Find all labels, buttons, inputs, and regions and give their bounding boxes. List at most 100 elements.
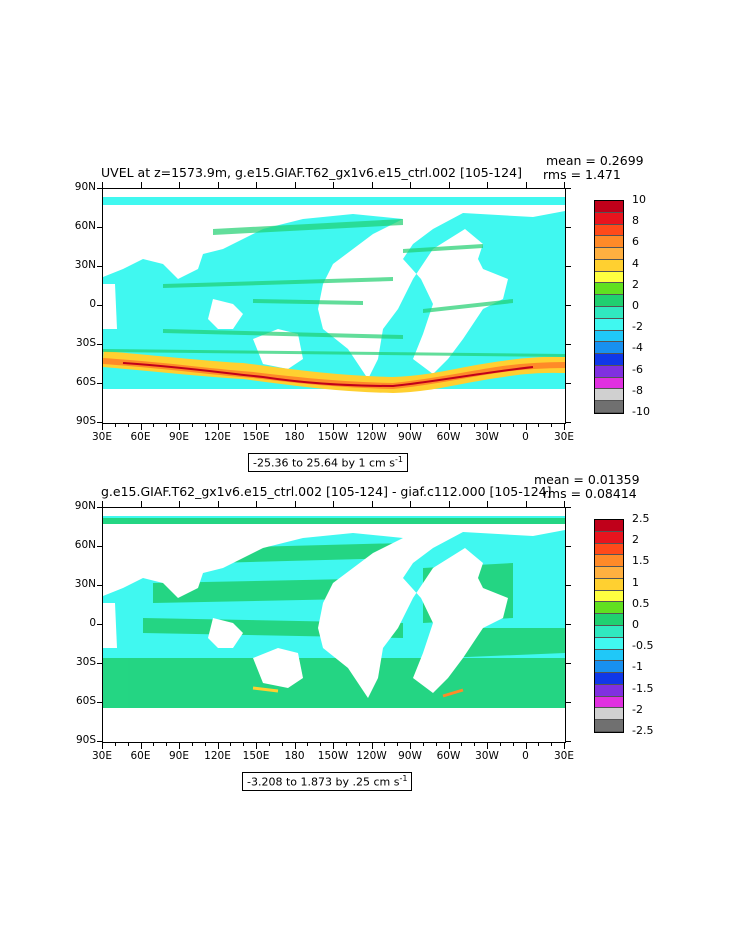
colorbar-cell <box>595 661 623 674</box>
x-minor-tick <box>345 743 347 746</box>
x-minor-tick <box>512 424 514 427</box>
y-tick-label: 90N <box>74 181 96 193</box>
y-tick <box>97 422 102 423</box>
y-tick <box>97 383 102 384</box>
colorbar-label: -1 <box>632 660 643 674</box>
y-tick <box>97 546 102 547</box>
x-minor-tick <box>114 743 116 746</box>
y-tick <box>97 741 102 742</box>
x-minor-tick <box>461 424 463 427</box>
x-tick <box>410 424 411 430</box>
x-minor-tick <box>384 743 386 746</box>
colorbar-label: 8 <box>632 214 639 228</box>
x-tick <box>371 501 373 507</box>
x-minor-tick <box>499 743 501 746</box>
x-tick <box>294 182 296 188</box>
colorbar-label: 2 <box>632 533 639 547</box>
x-tick-label: 30E <box>554 431 574 443</box>
x-minor-tick <box>461 743 463 746</box>
x-tick <box>256 743 257 749</box>
x-tick <box>294 424 296 430</box>
x-minor-tick <box>230 424 232 427</box>
x-tick <box>564 743 565 749</box>
colorbar-cell <box>595 626 623 638</box>
colorbar-label: -2.5 <box>632 724 654 737</box>
x-minor-tick <box>320 743 322 746</box>
colorbar-cell <box>595 342 623 355</box>
x-tick <box>448 501 450 507</box>
x-tick <box>102 182 103 188</box>
x-tick-label: 120W <box>356 431 387 443</box>
x-tick <box>333 501 334 507</box>
y-tick <box>97 702 102 703</box>
x-minor-tick <box>153 424 155 427</box>
colorbar-cell <box>595 271 623 284</box>
x-minor-tick <box>230 743 232 746</box>
x-tick-label: 30E <box>92 750 112 762</box>
x-tick-label: 60W <box>436 431 461 443</box>
x-minor-tick <box>268 424 270 427</box>
x-minor-tick <box>435 743 437 746</box>
range-superscript: -1 <box>394 455 403 464</box>
x-tick <box>487 182 488 188</box>
x-tick <box>487 424 488 430</box>
map-svg <box>103 508 565 742</box>
x-tick-label: 30E <box>554 750 574 762</box>
colorbar-label: -2 <box>632 320 643 334</box>
x-minor-tick <box>538 424 540 427</box>
y-tick <box>97 188 102 189</box>
x-tick <box>333 424 334 430</box>
x-tick <box>140 182 142 188</box>
colorbar-label: 4 <box>632 256 639 270</box>
x-tick <box>140 424 142 430</box>
colorbar-cell <box>595 673 623 685</box>
x-minor-tick <box>153 743 155 746</box>
x-minor-tick <box>281 424 283 427</box>
x-tick <box>371 424 373 430</box>
colorbar-label: -4 <box>632 341 643 355</box>
x-tick <box>487 501 488 507</box>
colorbar-cell <box>595 365 623 378</box>
x-minor-tick <box>281 743 283 746</box>
x-tick-label: 150E <box>242 750 270 762</box>
colorbar-label: -0.5 <box>632 639 654 653</box>
y-tick <box>566 422 571 423</box>
colorbar-label: -2 <box>632 702 643 716</box>
x-minor-tick <box>474 743 476 746</box>
x-minor-tick <box>345 424 347 427</box>
x-minor-tick <box>204 743 206 746</box>
x-minor-tick <box>551 424 553 427</box>
colorbar-label: -10 <box>632 405 650 418</box>
x-tick <box>102 424 103 430</box>
colorbar <box>594 200 624 414</box>
colorbar-cell <box>595 354 623 366</box>
colorbar-label: 0 <box>632 618 639 631</box>
x-minor-tick <box>358 743 360 746</box>
x-minor-tick <box>320 424 322 427</box>
x-tick <box>217 501 219 507</box>
x-tick-label: 30W <box>475 431 499 443</box>
map-svg <box>103 189 565 423</box>
colorbar-cell <box>595 330 623 343</box>
colorbar-label: -6 <box>632 362 643 376</box>
colorbar-label: 6 <box>632 235 639 249</box>
x-minor-tick <box>474 424 476 427</box>
y-tick <box>97 227 102 228</box>
colorbar-cell <box>595 401 623 413</box>
x-tick-label: 120E <box>204 431 231 443</box>
x-tick-label: 90E <box>169 431 189 443</box>
range-label: -25.36 to 25.64 by 1 cm s-1 <box>248 453 408 472</box>
x-tick-label: 0 <box>522 750 529 762</box>
y-tick <box>97 507 102 508</box>
x-tick <box>294 743 296 749</box>
colorbar-cell <box>595 377 623 390</box>
y-tick-label: 30S <box>75 337 96 349</box>
y-tick-label: 0 <box>89 298 96 310</box>
x-minor-tick <box>127 743 129 746</box>
x-tick <box>333 743 334 749</box>
y-tick-label: 30S <box>75 656 96 668</box>
colorbar-cell <box>595 567 623 579</box>
y-tick <box>566 266 571 267</box>
x-tick <box>487 743 488 749</box>
y-tick <box>97 305 102 306</box>
